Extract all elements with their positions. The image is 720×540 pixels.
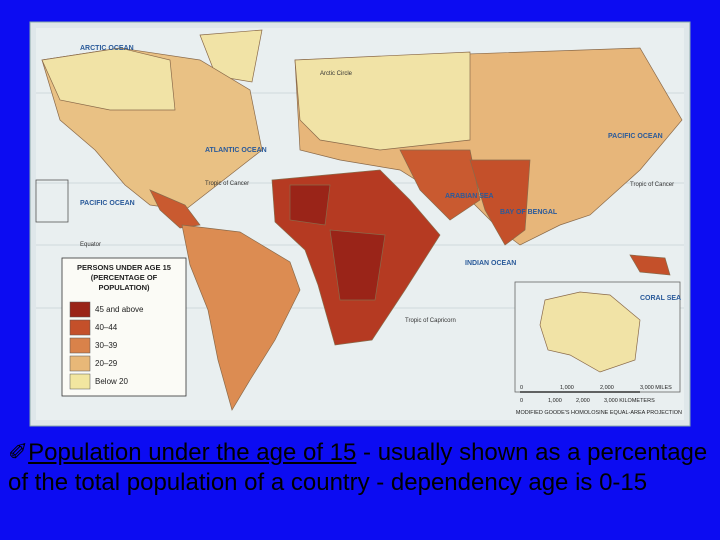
legend-label: 40–44 [95, 323, 118, 332]
ocean-label: CORAL SEA [640, 295, 681, 302]
scale-label: 2,000 [600, 385, 614, 391]
scale-label: 2,000 [576, 398, 590, 404]
landmasses [41, 29, 683, 411]
line-label: Arctic Circle [320, 71, 353, 77]
scale-label: 3,000 KILOMETERS [604, 398, 655, 404]
line-label: Equator [80, 242, 101, 248]
legend-swatch [69, 319, 91, 336]
legend-swatch [69, 373, 91, 390]
legend: PERSONS UNDER AGE 15(PERCENTAGE OFPOPULA… [61, 257, 187, 397]
legend-label: 30–39 [95, 341, 118, 350]
scale-label: 0 [520, 398, 523, 404]
legend-swatch [69, 301, 91, 318]
ocean-label: ARCTIC OCEAN [80, 45, 134, 52]
south-asia [469, 159, 531, 246]
central-africa [329, 229, 386, 301]
hawaii-inset [35, 179, 69, 223]
scale-label: 1,000 [548, 398, 562, 404]
west-africa [289, 184, 331, 226]
caption-link: Population under the age of 15 [28, 439, 357, 466]
ocean-label: BAY OF BENGAL [500, 209, 558, 216]
scale-bar: 0 1,000 2,000 3,000 MILES 0 1,000 2,000 3,000 K… [516, 385, 682, 416]
ocean-label: INDIAN OCEAN [465, 260, 516, 267]
line-label: Tropic of Capricorn [405, 318, 456, 324]
ocean-label: PACIFIC OCEAN [80, 200, 135, 207]
legend-label: Below 20 [95, 377, 128, 386]
legend-title: (PERCENTAGE OF [91, 273, 158, 282]
canada [41, 47, 176, 111]
scale-label: 1,000 [560, 385, 574, 391]
australia [539, 291, 641, 373]
scale-label: 3,000 MILES [640, 385, 672, 391]
scale-label: 0 [520, 385, 523, 391]
legend-swatch [69, 355, 91, 372]
ocean-label: ARABIAN SEA [445, 193, 494, 200]
legend-title: PERSONS UNDER AGE 15 [77, 263, 171, 272]
legend-label: 45 and above [95, 305, 144, 314]
ocean-label: ATLANTIC OCEAN [205, 147, 267, 154]
ocean-label: PACIFIC OCEAN [608, 133, 663, 140]
middle-east [399, 149, 481, 221]
legend-title: POPULATION) [98, 283, 150, 292]
legend-swatch [69, 337, 91, 354]
south-america [181, 224, 301, 411]
new-guinea [629, 254, 671, 276]
line-label: Tropic of Cancer [205, 181, 249, 187]
line-label: Tropic of Cancer [630, 182, 674, 188]
projection-note: MODIFIED GOODE'S HOMOLOSINE EQUAL-AREA P… [516, 410, 682, 416]
caption: ✐Population under the age of 15 - usuall… [8, 439, 708, 496]
legend-label: 20–29 [95, 359, 118, 368]
caption-text: - usually shown as a percentage of the t… [8, 439, 708, 496]
europe-russia [294, 51, 471, 151]
